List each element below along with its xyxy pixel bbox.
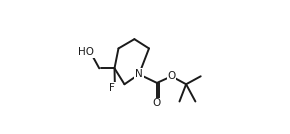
Text: O: O: [153, 98, 161, 108]
Text: F: F: [109, 83, 115, 93]
Text: O: O: [167, 71, 176, 81]
Text: HO: HO: [78, 47, 94, 57]
Text: N: N: [135, 69, 143, 79]
